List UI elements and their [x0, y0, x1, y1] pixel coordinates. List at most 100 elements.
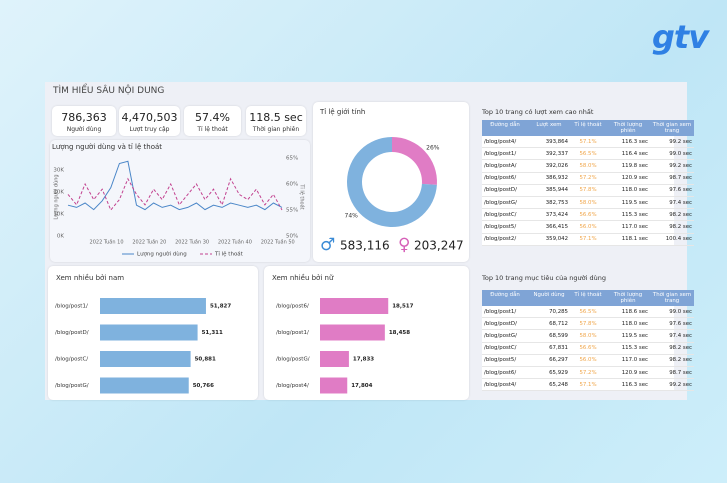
column-header: Thời lượng phiên — [606, 120, 650, 136]
kpi-value: 118.5 sec — [249, 111, 303, 124]
data-table: Đường dẫn Lượt xem Tỉ lệ thoát Thời lượng p… — [482, 120, 694, 246]
table-cell: 56.6% — [570, 208, 606, 222]
table-row: /blog/postD/385,944 57.8% 118.0 sec 97.6 se… — [482, 184, 694, 197]
table-cell: /blog/post1/ — [482, 306, 528, 319]
table-cell: /blog/post5/ — [482, 354, 528, 367]
table-cell: 115.3 sec — [606, 342, 650, 355]
value-label: 18,458 — [389, 330, 410, 336]
table-cell: 57.2% — [570, 172, 606, 185]
table-title: Top 10 trang mục tiêu của người dùng — [482, 274, 606, 282]
y-tick-label: /blog/postD/ — [55, 330, 89, 336]
series-line — [67, 160, 283, 211]
y-tick-label: /blog/postC/ — [55, 357, 88, 363]
table-cell: /blog/postC/ — [482, 342, 528, 355]
value-label: 18,517 — [392, 304, 413, 310]
male-total: 583,116 — [340, 239, 390, 253]
table-cell: 116.3 sec — [606, 378, 650, 392]
donut-label: 74% — [345, 213, 359, 220]
table-cell: /blog/post6/ — [482, 172, 528, 185]
table-body: /blog/post4/393,864 57.1% 116.3 sec 99.2 se… — [482, 136, 694, 246]
kpi-label: Thời gian phiên — [252, 126, 300, 133]
table-cell: 392,026 — [528, 159, 570, 173]
table-row: /blog/post5/66,297 56.0% 117.0 sec 98.2 sec — [482, 354, 694, 367]
table-row: /blog/post4/65,248 57.1% 116.3 sec 99.2 sec — [482, 378, 694, 392]
female-total: 203,247 — [414, 239, 464, 253]
table-cell: 56.5% — [570, 147, 606, 161]
column-header: Đường dẫn — [482, 120, 528, 136]
table-cell: 99.0 sec — [650, 147, 694, 161]
value-label: 50,881 — [195, 357, 216, 363]
table-cell: 99.0 sec — [650, 306, 694, 319]
table-cell: 382,753 — [528, 196, 570, 210]
table-row: /blog/postG/382,753 58.0% 119.5 sec 97.4 se… — [482, 196, 694, 210]
table-row: /blog/postC/373,424 56.6% 115.3 sec 98.2 se… — [482, 208, 694, 222]
header-row: Đường dẫn Lượt xem Tỉ lệ thoát Thời lượng p… — [482, 120, 694, 136]
data-table: Đường dẫn Người dùng Tỉ lệ thoát Thời lượng… — [482, 290, 694, 392]
table-cell: 115.3 sec — [606, 208, 650, 222]
table-cell: 97.4 sec — [650, 329, 694, 343]
table-title: Top 10 trang có lượt xem cao nhất — [482, 108, 594, 116]
bar — [320, 298, 389, 314]
table-cell: 68,599 — [528, 329, 570, 343]
table-cell: /blog/post4/ — [482, 378, 528, 392]
value-label: 17,833 — [353, 357, 374, 363]
bar — [100, 298, 206, 314]
bar — [100, 377, 189, 394]
kpi-card: 786,363 Người dùng — [52, 106, 116, 136]
kpi-value: 786,363 — [61, 111, 107, 124]
column-header: Người dùng — [528, 290, 570, 306]
kpi-card: 118.5 sec Thời gian phiên — [246, 106, 306, 136]
table-cell: /blog/postG/ — [482, 329, 528, 343]
table-cell: 98.2 sec — [650, 342, 694, 355]
table-row: /blog/post1/70,285 56.5% 118.6 sec 99.0 sec — [482, 306, 694, 319]
table-cell: /blog/postC/ — [482, 208, 528, 222]
x-tick-label: 2022 Tuần 40 — [218, 238, 252, 246]
table-cell: 68,712 — [528, 317, 570, 331]
value-label: 50,766 — [193, 383, 214, 389]
chart-title: Lượng người dùng và tỉ lệ thoát — [52, 143, 162, 151]
bar — [320, 377, 348, 394]
table-row: /blog/postD/68,712 57.8% 118.0 sec 97.6 sec — [482, 317, 694, 331]
table-row: /blog/post4/393,864 57.1% 116.3 sec 99.2 se… — [482, 136, 694, 149]
y2-axis-label: Tỉ lệ thoát — [299, 183, 306, 209]
bar — [100, 351, 191, 367]
male-icon: ♂ — [320, 235, 335, 255]
table-cell: 120.9 sec — [606, 366, 650, 380]
legend-label: Tỉ lệ thoát — [214, 251, 244, 258]
table-cell: 56.5% — [570, 306, 606, 319]
table-cell: 99.2 sec — [650, 136, 694, 149]
table-cell: 97.6 sec — [650, 317, 694, 331]
value-label: 51,827 — [210, 304, 231, 310]
table-row: /blog/post6/65,929 57.2% 120.9 sec 98.7 sec — [482, 366, 694, 380]
column-header: Tỉ lệ thoát — [570, 120, 606, 136]
table-cell: 366,415 — [528, 220, 570, 234]
table-body: /blog/post1/70,285 56.5% 118.6 sec 99.0 sec… — [482, 306, 694, 392]
table-cell: 57.8% — [570, 184, 606, 197]
y-tick-label: 0K — [57, 234, 64, 240]
table-cell: 118.1 sec — [606, 233, 650, 246]
table-cell: 98.2 sec — [650, 354, 694, 367]
chart-title: Xem nhiều bởi nữ — [272, 274, 334, 282]
table-row: /blog/postG/68,599 58.0% 119.5 sec 97.4 sec — [482, 329, 694, 343]
y-tick-label: 20K — [53, 190, 64, 196]
table-cell: 65,929 — [528, 366, 570, 380]
donut-slice — [392, 137, 437, 185]
kpi-card: 57.4% Tỉ lệ thoát — [184, 106, 241, 136]
table-row: /blog/post6/386,932 57.2% 120.9 sec 98.7 se… — [482, 172, 694, 185]
table-cell: 58.0% — [570, 329, 606, 343]
kpi-value: 4,470,503 — [121, 111, 178, 124]
x-tick-label: 2022 Tuần 50 — [261, 238, 295, 246]
table-cell: 117.0 sec — [606, 220, 650, 234]
table-row: /blog/postA/392,026 58.0% 119.8 sec 99.2 se… — [482, 159, 694, 173]
table-cell: 99.2 sec — [650, 378, 694, 392]
x-tick-label: 2022 Tuần 20 — [132, 238, 166, 246]
donut-label: 26% — [426, 144, 440, 151]
dashboard-title: TÌM HIỂU SÂU NỘI DUNG — [53, 86, 165, 96]
table-cell: 392,337 — [528, 147, 570, 161]
table-cell: 65,248 — [528, 378, 570, 392]
chart-title: Tỉ lệ giới tính — [319, 108, 365, 116]
table-cell: 120.9 sec — [606, 172, 650, 185]
kpi-label: Tỉ lệ thoát — [197, 126, 228, 133]
logo: gtv — [652, 18, 709, 56]
